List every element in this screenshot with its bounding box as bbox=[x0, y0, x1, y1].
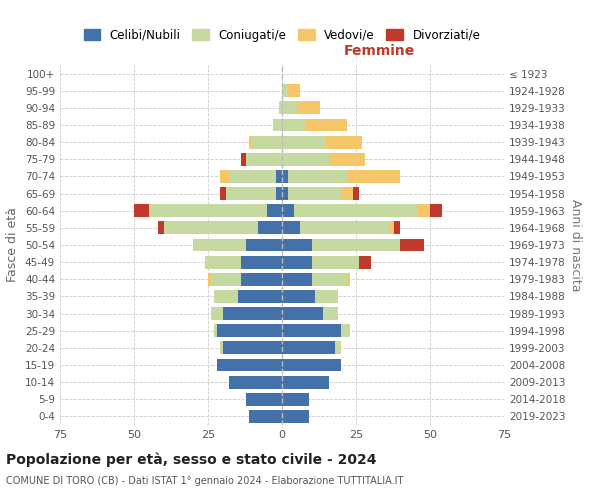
Bar bbox=[241, 273, 282, 285]
Bar bbox=[220, 187, 226, 200]
Bar bbox=[164, 222, 259, 234]
Bar bbox=[282, 342, 335, 354]
Bar bbox=[311, 256, 359, 268]
Bar bbox=[282, 256, 311, 268]
Bar bbox=[335, 342, 341, 354]
Bar bbox=[226, 187, 276, 200]
Bar bbox=[288, 187, 341, 200]
Bar bbox=[250, 410, 282, 423]
Bar bbox=[282, 393, 308, 406]
Bar bbox=[276, 187, 282, 200]
Bar bbox=[282, 118, 305, 132]
Bar bbox=[311, 273, 347, 285]
Bar bbox=[211, 273, 241, 285]
Bar bbox=[282, 187, 288, 200]
Bar bbox=[158, 222, 164, 234]
Bar bbox=[311, 238, 400, 252]
Bar bbox=[282, 102, 297, 114]
Bar bbox=[341, 324, 350, 337]
Bar bbox=[250, 136, 253, 148]
Bar bbox=[282, 324, 341, 337]
Bar bbox=[323, 307, 338, 320]
Text: COMUNE DI TORO (CB) - Dati ISTAT 1° gennaio 2024 - Elaborazione TUTTITALIA.IT: COMUNE DI TORO (CB) - Dati ISTAT 1° genn… bbox=[6, 476, 403, 486]
Bar bbox=[288, 170, 347, 183]
Bar bbox=[241, 153, 247, 166]
Bar bbox=[394, 222, 400, 234]
Bar bbox=[282, 153, 329, 166]
Bar bbox=[329, 153, 365, 166]
Y-axis label: Anni di nascita: Anni di nascita bbox=[569, 198, 582, 291]
Bar bbox=[208, 273, 211, 285]
Bar bbox=[400, 238, 424, 252]
Bar bbox=[282, 204, 294, 217]
Bar bbox=[223, 342, 282, 354]
Bar bbox=[247, 153, 282, 166]
Bar bbox=[276, 170, 282, 183]
Bar bbox=[282, 376, 329, 388]
Bar bbox=[288, 84, 300, 97]
Text: Popolazione per età, sesso e stato civile - 2024: Popolazione per età, sesso e stato civil… bbox=[6, 452, 377, 467]
Legend: Celibi/Nubili, Coniugati/e, Vedovi/e, Divorziati/e: Celibi/Nubili, Coniugati/e, Vedovi/e, Di… bbox=[79, 24, 485, 46]
Bar bbox=[214, 324, 217, 337]
Bar bbox=[247, 238, 282, 252]
Bar bbox=[229, 376, 282, 388]
Bar bbox=[149, 204, 267, 217]
Bar bbox=[305, 118, 347, 132]
Bar bbox=[259, 222, 282, 234]
Bar bbox=[279, 102, 282, 114]
Bar bbox=[347, 170, 400, 183]
Bar bbox=[241, 256, 282, 268]
Bar bbox=[134, 204, 149, 217]
Bar bbox=[359, 256, 371, 268]
Bar bbox=[220, 170, 229, 183]
Bar bbox=[418, 204, 430, 217]
Bar bbox=[214, 290, 238, 303]
Bar bbox=[300, 222, 389, 234]
Bar bbox=[217, 358, 282, 372]
Bar bbox=[282, 273, 311, 285]
Bar bbox=[253, 136, 282, 148]
Bar bbox=[273, 118, 282, 132]
Bar bbox=[217, 324, 282, 337]
Bar bbox=[282, 84, 288, 97]
Bar bbox=[282, 410, 308, 423]
Bar bbox=[220, 342, 223, 354]
Bar bbox=[353, 187, 359, 200]
Bar bbox=[314, 290, 338, 303]
Bar bbox=[238, 290, 282, 303]
Bar bbox=[282, 222, 300, 234]
Bar bbox=[282, 290, 314, 303]
Bar bbox=[294, 204, 418, 217]
Bar bbox=[282, 307, 323, 320]
Bar bbox=[326, 136, 362, 148]
Bar bbox=[347, 273, 350, 285]
Bar bbox=[223, 307, 282, 320]
Bar bbox=[267, 204, 282, 217]
Bar bbox=[229, 170, 276, 183]
Text: Femmine: Femmine bbox=[344, 44, 415, 58]
Bar bbox=[193, 238, 247, 252]
Bar bbox=[282, 358, 341, 372]
Bar bbox=[282, 238, 311, 252]
Bar bbox=[297, 102, 320, 114]
Bar bbox=[341, 187, 353, 200]
Y-axis label: Fasce di età: Fasce di età bbox=[7, 208, 19, 282]
Bar bbox=[389, 222, 394, 234]
Bar bbox=[430, 204, 442, 217]
Bar bbox=[211, 307, 223, 320]
Bar bbox=[282, 170, 288, 183]
Bar bbox=[205, 256, 241, 268]
Bar bbox=[247, 393, 282, 406]
Bar bbox=[282, 136, 326, 148]
